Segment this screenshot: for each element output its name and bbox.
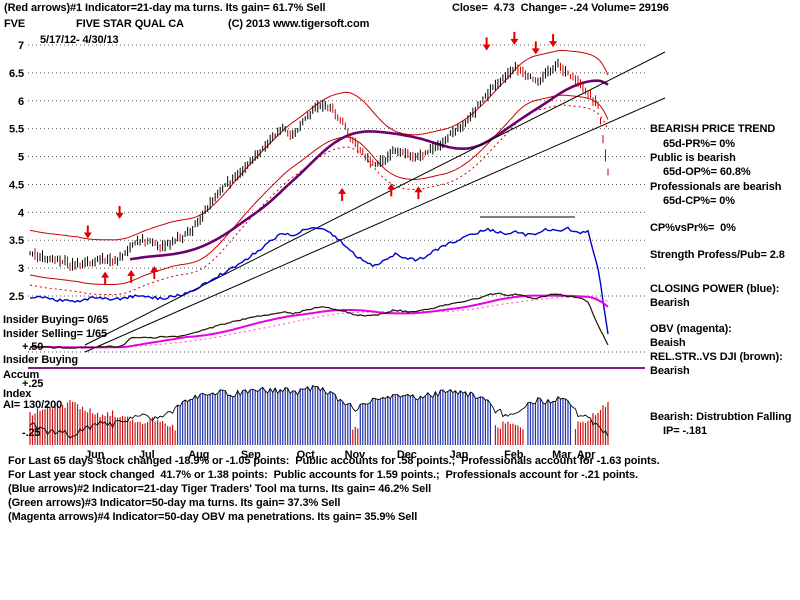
ticker-symbol: FVE	[4, 18, 26, 30]
right-panel-line: Public is bearish	[650, 152, 736, 164]
svg-text:5.5: 5.5	[9, 124, 24, 136]
right-panel-line: 65d-PR%= 0%	[663, 138, 735, 150]
right-panel-line: BEARISH PRICE TREND	[650, 123, 776, 135]
svg-text:4: 4	[18, 207, 25, 219]
closing-power-line	[29, 226, 609, 335]
svg-text:Apr: Apr	[577, 449, 596, 461]
right-panel-line: OBV (magenta):	[650, 323, 732, 335]
right-panel-line: CP%vsPr%= 0%	[650, 222, 736, 234]
right-panel-line: CLOSING POWER (blue):	[650, 283, 780, 295]
svg-text:6: 6	[18, 96, 24, 108]
insider-selling-label: Insider Selling= 1/65	[3, 328, 107, 340]
company-name: FIVE STAR QUAL CA	[76, 18, 184, 30]
accum-label: Accum	[3, 369, 40, 381]
right-panel-line: Bearish	[650, 297, 690, 309]
right-panel-line: Beaish	[650, 337, 686, 349]
svg-text:Jul: Jul	[139, 449, 155, 461]
right-panel-line: 65d-CP%= 0%	[663, 195, 735, 207]
svg-text:Jan: Jan	[450, 449, 469, 461]
right-panel-line: Professionals are bearish	[650, 181, 782, 193]
price-panel	[29, 31, 666, 353]
minus25-scale-label: -.25	[22, 427, 41, 439]
svg-text:5: 5	[18, 152, 24, 164]
svg-text:3: 3	[18, 263, 24, 275]
plus25-scale-label: +.25	[22, 378, 44, 390]
right-panel-line: Bearish: Distrubtion Falling	[650, 411, 792, 423]
right-panel-line: Strength Profess/Pub= 2.8	[650, 249, 785, 261]
footer-line: (Magenta arrows)#4 Indicator=50-day OBV …	[8, 511, 418, 523]
plus50-scale-label: +.50	[22, 341, 44, 353]
axis-labels: 7 6.5 6 5.5 5 4.5 4 3.5 3 2.5 Jun Jul Aug Sep Oct Nov De…	[9, 40, 596, 461]
footer-line: (Green arrows)#3 Indicator=50-day ma tur…	[8, 497, 341, 509]
svg-text:Mar: Mar	[552, 449, 572, 461]
svg-text:Jun: Jun	[85, 449, 105, 461]
svg-text:4.5: 4.5	[9, 179, 24, 191]
footer-line: (Blue arrows)#2 Indicator=21-day Tiger T…	[8, 483, 432, 495]
svg-text:Feb: Feb	[504, 449, 524, 461]
svg-text:Nov: Nov	[345, 449, 366, 461]
copyright-notice: (C) 2013 www.tigersoft.com	[228, 18, 370, 30]
svg-text:3.5: 3.5	[9, 235, 24, 247]
svg-text:6.5: 6.5	[9, 68, 24, 80]
right-panel-line: IP= -.181	[663, 425, 708, 437]
svg-text:7: 7	[18, 40, 24, 52]
footer-line: For Last year stock changed 41.7% or 1.3…	[8, 469, 638, 481]
footer-line: For Last 65 days stock changed -18.9% or…	[8, 455, 660, 467]
svg-text:Sep: Sep	[241, 449, 261, 461]
svg-text:Aug: Aug	[188, 449, 209, 461]
indicator1-legend: (Red arrows)#1 Indicator=21-day ma turns…	[4, 2, 326, 14]
insider-buying-title: Insider Buying	[3, 354, 78, 366]
right-panel-line: 65d-OP%= 60.8%	[663, 166, 751, 178]
quote-summary: Close= 4.73 Change= -.24 Volume= 29196	[452, 2, 669, 14]
right-panel-line: Bearish	[650, 365, 690, 377]
insider-buying-label: Insider Buying= 0/65	[3, 314, 109, 326]
right-panel-line: REL.STR..VS DJI (brown):	[650, 351, 783, 363]
ai-value-label: AI= 130/200	[3, 399, 63, 411]
date-range: 5/17/12- 4/30/13	[40, 34, 119, 46]
svg-text:2.5: 2.5	[9, 291, 24, 303]
obv-relstr-lines	[29, 292, 609, 349]
svg-text:Dec: Dec	[397, 449, 417, 461]
svg-text:Oct: Oct	[297, 449, 315, 461]
index-label: Index	[3, 388, 32, 400]
accumulation-histogram	[29, 385, 609, 445]
